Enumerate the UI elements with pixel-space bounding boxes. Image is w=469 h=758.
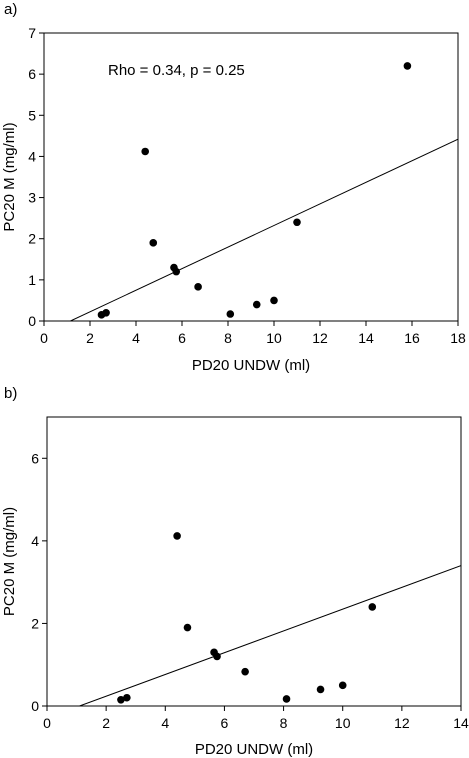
x-tick-label: 2 xyxy=(102,715,110,731)
y-tick-label: 6 xyxy=(31,450,39,466)
y-tick-label: 1 xyxy=(28,272,36,288)
data-point xyxy=(141,147,149,156)
y-tick-label: 4 xyxy=(31,533,39,549)
y-tick-label: 0 xyxy=(31,698,39,714)
y-axis-label: PC20 M (mg/ml) xyxy=(1,122,18,231)
data-point xyxy=(173,532,181,540)
data-point xyxy=(368,603,377,611)
x-tick-label: 8 xyxy=(224,330,232,346)
y-tick-label: 4 xyxy=(28,148,36,164)
data-point xyxy=(194,283,202,291)
data-point xyxy=(270,296,278,305)
panel-label: a) xyxy=(4,1,17,18)
x-tick-label: 16 xyxy=(404,330,420,346)
data-point xyxy=(241,667,249,676)
data-point xyxy=(172,267,181,276)
regression-line xyxy=(79,565,461,706)
data-point xyxy=(123,693,131,702)
data-point xyxy=(293,218,301,227)
y-tick-label: 6 xyxy=(28,66,36,82)
y-tick-label: 2 xyxy=(31,615,39,631)
chart-panel-2: b) 0 2 4 6 8 10 12 14 0 2 4 6 PD20 UNDW (ml) PC20 M (m… xyxy=(1,385,469,758)
data-point xyxy=(183,623,192,632)
y-axis-label: PC20 M (mg/ml) xyxy=(1,507,18,616)
x-tick-label: 18 xyxy=(450,330,466,346)
x-tick-label: 4 xyxy=(161,715,169,731)
data-point xyxy=(252,300,261,309)
y-tick-label: 5 xyxy=(28,107,36,123)
data-point xyxy=(403,62,412,70)
data-point xyxy=(149,239,158,247)
data-point xyxy=(316,685,325,694)
y-tick-label: 2 xyxy=(28,231,36,247)
data-point xyxy=(338,681,347,690)
x-tick-label: 2 xyxy=(86,330,94,346)
plot-frame xyxy=(43,32,459,322)
x-tick-label: 8 xyxy=(280,715,288,731)
y-tick-label: 3 xyxy=(28,190,36,206)
data-point xyxy=(213,652,221,661)
x-tick-label: 6 xyxy=(178,330,186,346)
x-tick-label: 6 xyxy=(221,715,229,731)
x-tick-label: 14 xyxy=(358,330,374,346)
data-point xyxy=(226,310,235,318)
data-point xyxy=(117,696,125,704)
x-tick-label: 10 xyxy=(335,715,351,731)
data-point xyxy=(102,308,110,317)
x-tick-label: 12 xyxy=(312,330,328,346)
panel-label: b) xyxy=(4,385,17,402)
regression-line xyxy=(70,138,458,321)
x-tick-label: 14 xyxy=(453,715,469,731)
x-tick-label: 0 xyxy=(40,330,48,346)
y-tick-label: 0 xyxy=(28,313,36,329)
x-axis-label: PD20 UNDW (ml) xyxy=(195,741,313,758)
stats-annotation: Rho = 0.34, p = 0.25 xyxy=(108,62,245,79)
x-tick-label: 12 xyxy=(394,715,410,731)
x-tick-label: 10 xyxy=(266,330,282,346)
y-tick-label: 7 xyxy=(28,25,36,41)
x-tick-label: 0 xyxy=(43,715,51,731)
plot-frame xyxy=(46,416,462,707)
x-axis-label: PD20 UNDW (ml) xyxy=(192,357,310,374)
x-tick-label: 4 xyxy=(132,330,140,346)
data-point xyxy=(282,695,291,703)
